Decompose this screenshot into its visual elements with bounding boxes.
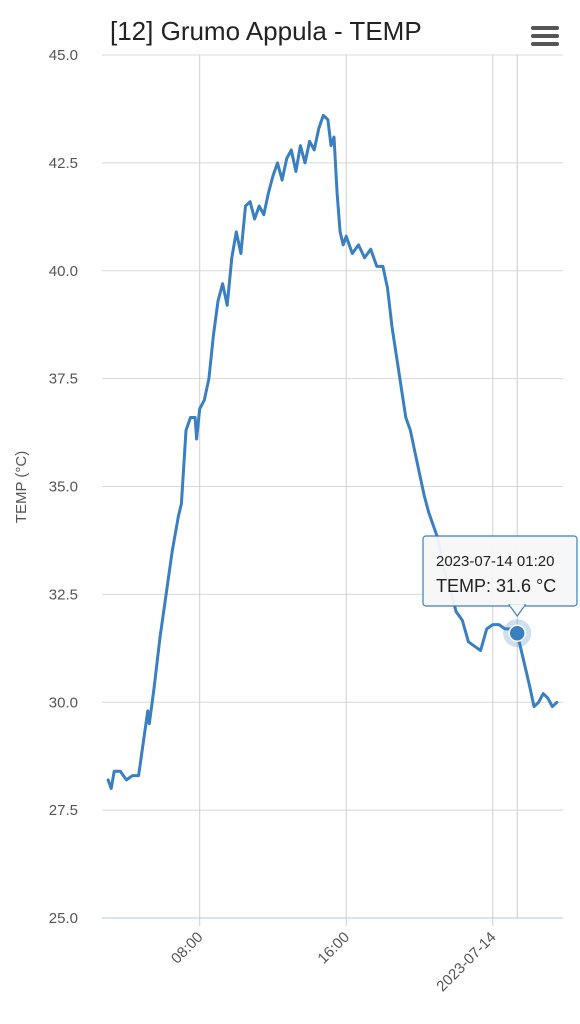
highlight-point[interactable] xyxy=(508,624,526,642)
series-line-temp xyxy=(106,113,559,790)
y-tick-label: 35.0 xyxy=(49,479,78,496)
tooltip-box xyxy=(422,535,578,607)
y-axis-ticks: 25.0 27.5 30.0 32.5 35.0 37.5 40.0 42.5 45.0 xyxy=(49,47,78,927)
tooltip-value: TEMP: 31.6 °C xyxy=(436,576,556,596)
menu-button[interactable] xyxy=(525,20,565,56)
tooltip-time: 2023-07-14 01:20 xyxy=(436,553,554,570)
y-axis-title: TEMP (°C) xyxy=(13,451,30,523)
y-tick-label: 30.0 xyxy=(49,694,78,711)
y-tick-label: 27.5 xyxy=(49,802,78,819)
y-tick-label: 42.5 xyxy=(49,155,78,172)
y-tick-label: 32.5 xyxy=(49,586,78,603)
series-layer xyxy=(106,113,559,790)
y-tick-label: 37.5 xyxy=(49,371,78,388)
tooltip: 2023-07-14 01:20 TEMP: 31.6 °C xyxy=(422,535,578,618)
grid-layer xyxy=(102,54,563,919)
y-tick-label: 25.0 xyxy=(49,910,78,927)
y-tick-label: 40.0 xyxy=(49,263,78,280)
hamburger-menu-icon xyxy=(531,26,559,46)
y-tick-label: 45.0 xyxy=(49,47,78,64)
chart-title: [12] Grumo Appula - TEMP xyxy=(110,16,422,46)
